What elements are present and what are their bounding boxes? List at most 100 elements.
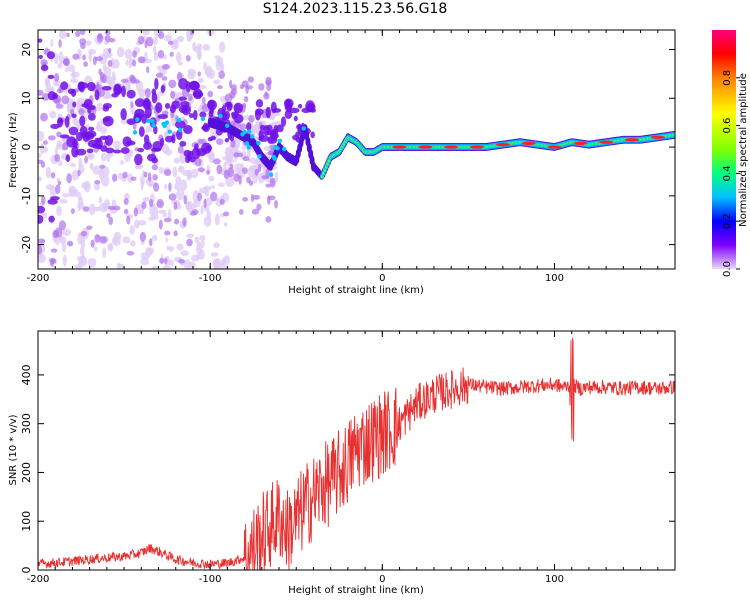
noise-blob [179, 179, 188, 191]
noise-blob-mid [168, 193, 177, 201]
noise-blob-mid [169, 51, 174, 57]
noise-blob [202, 44, 211, 51]
noise-blob-mid [203, 198, 207, 209]
signal-peak [247, 129, 252, 134]
noise-blob-mid [148, 198, 154, 207]
spectrogram-x-tick-label: -200 [27, 273, 50, 284]
signal-blob [179, 101, 190, 108]
noise-blob [196, 241, 202, 247]
spectrogram-frame [37, 29, 676, 270]
snr-y-tick-label: 100 [20, 511, 33, 532]
ridge-hotspot [624, 138, 639, 142]
noise-blob-mid [152, 174, 158, 181]
noise-blob-mid [163, 169, 172, 176]
ridge-hotspot [547, 145, 562, 149]
noise-blob [190, 168, 199, 179]
signal-blob [254, 108, 264, 116]
noise-blob-mid [95, 56, 104, 62]
noise-blob-mid [58, 220, 67, 231]
snr-x-tick-label: 0 [379, 574, 385, 585]
noise-blob [118, 172, 124, 180]
signal-peak [282, 146, 287, 152]
snr-series-line [38, 337, 675, 570]
ridge-hotspot [650, 135, 665, 139]
signal-blob [100, 145, 108, 152]
noise-blob-mid [197, 71, 201, 77]
noise-blob [199, 234, 206, 241]
noise-blob-mid [86, 225, 93, 230]
signal-blob [246, 122, 252, 131]
signal-blob [113, 83, 122, 96]
noise-blob-mid [70, 208, 75, 215]
noise-blob [194, 236, 200, 243]
noise-blob-mid [215, 138, 224, 145]
noise-blob-mid [212, 158, 221, 165]
noise-blob [225, 176, 235, 187]
noise-blob-mid [94, 233, 101, 243]
noise-blob-mid [216, 85, 223, 90]
noise-blob [38, 153, 42, 158]
noise-blob-mid [159, 257, 165, 264]
snr-frame [37, 330, 676, 571]
signal-peak [135, 117, 140, 122]
noise-blob [45, 166, 51, 179]
signal-blob [153, 125, 158, 135]
noise-blob [255, 136, 259, 142]
signal-blob [101, 85, 112, 91]
noise-blob [113, 140, 122, 150]
noise-blob [137, 220, 147, 226]
noise-blob-mid [155, 72, 164, 78]
noise-blob [85, 40, 92, 46]
noise-blob-mid [62, 142, 69, 151]
spectrogram-x-tick-label: -100 [199, 273, 222, 284]
signal-blob [174, 120, 186, 129]
noise-blob [167, 208, 172, 220]
noise-blob-mid [247, 76, 255, 83]
noise-blob-mid [227, 167, 235, 178]
noise-blob [207, 30, 215, 37]
noise-blob-mid [202, 96, 206, 105]
spectrogram-y-tick-label: -10 [20, 187, 33, 205]
noise-blob-mid [41, 195, 46, 205]
noise-blob-mid [269, 177, 276, 188]
noise-blob [163, 131, 168, 138]
signal-blob [255, 99, 264, 108]
noise-blob [39, 143, 45, 155]
noise-blob-mid [261, 175, 270, 180]
noise-blob [186, 233, 195, 238]
noise-blob-mid [167, 40, 174, 45]
noise-blob-mid [174, 218, 180, 225]
noise-blob [162, 265, 171, 269]
noise-blob [38, 176, 43, 182]
signal-peak [246, 145, 251, 150]
signal-blob [151, 88, 157, 96]
noise-blob-mid [79, 38, 87, 46]
noise-blob [125, 59, 129, 66]
signal-blob [265, 106, 271, 119]
noise-blob-mid [223, 211, 230, 217]
noise-blob-mid [156, 198, 164, 209]
colorbar-label: Normalized spectral amplitude [738, 73, 749, 227]
noise-blob-mid [99, 164, 106, 169]
noise-blob [223, 222, 228, 227]
noise-blob [180, 250, 189, 257]
noise-blob [222, 156, 230, 161]
ridge-hotspot [521, 141, 536, 146]
signal-blob [86, 148, 94, 154]
spectrogram-y-ticks: -20 -10 0 10 20 [20, 43, 675, 254]
noise-blob [176, 35, 185, 43]
noise-blob [176, 188, 185, 200]
signal-blob [310, 131, 315, 139]
noise-blob-mid [186, 238, 193, 247]
noise-blob-mid [216, 164, 223, 175]
signal-blob [164, 135, 175, 143]
noise-blob [212, 260, 218, 265]
signal-blob [113, 149, 122, 154]
noise-blob [214, 55, 221, 60]
colorbar-tick-label: 0.4 [722, 165, 733, 181]
signal-blob [283, 98, 294, 109]
noise-blob [119, 160, 125, 165]
noise-blob [57, 160, 63, 167]
spectrogram-y-axis-label: Frequency (Hz) [8, 112, 19, 188]
noise-blob-mid [75, 30, 81, 37]
